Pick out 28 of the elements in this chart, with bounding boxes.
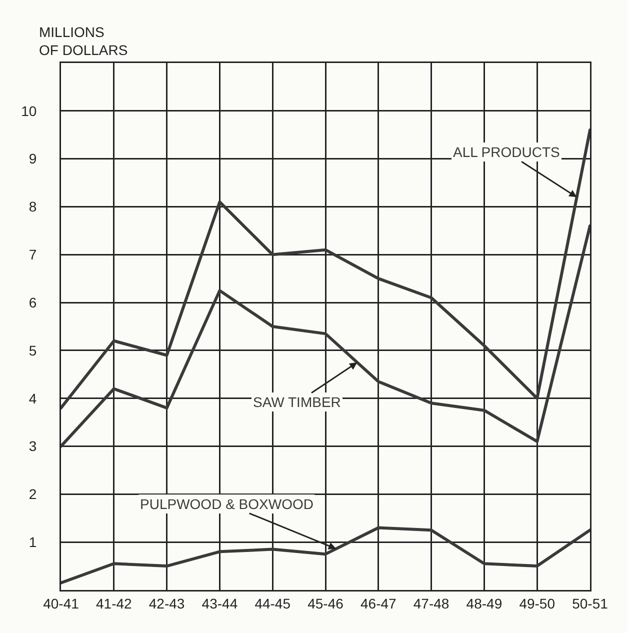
x-tick-label: 40-41 — [43, 595, 80, 612]
y-tick-label: 1 — [28, 534, 37, 550]
x-tick-label: 42-43 — [148, 595, 185, 612]
line-series — [61, 526, 590, 584]
x-tick-label: 48-49 — [466, 595, 502, 612]
y-axis-title: MILLIONS OF DOLLARS — [39, 24, 128, 58]
line-series — [61, 224, 590, 448]
x-tick-label: 43-44 — [202, 595, 238, 612]
y-tick-label: 3 — [28, 438, 37, 454]
x-tick-label: 44-45 — [254, 595, 291, 612]
y-tick-label: 10 — [21, 102, 37, 119]
x-tick-label: 46-47 — [360, 595, 397, 612]
text: PULPWOOD & BOXWOOD — [140, 496, 314, 512]
series-label: ALL PRODUCTS — [453, 144, 560, 160]
x-tick-label: 47-48 — [413, 595, 450, 612]
y-tick-label: 6 — [28, 294, 37, 310]
y-tick-label: 4 — [28, 390, 37, 406]
x-tick-label: 45-46 — [308, 595, 344, 612]
y-tick-label: 7 — [28, 246, 37, 263]
y-tick-label: 8 — [28, 198, 37, 215]
x-tick-label: 49-50 — [519, 595, 556, 612]
x-tick-label: 41-42 — [96, 595, 132, 612]
y-tick-label: 2 — [28, 486, 37, 502]
line-series — [61, 128, 590, 410]
x-tick-label: 50-51 — [572, 595, 608, 612]
y-tick-label: 9 — [28, 150, 37, 167]
y-tick-label: 5 — [28, 342, 37, 358]
text: SAW TIMBER — [253, 394, 341, 410]
